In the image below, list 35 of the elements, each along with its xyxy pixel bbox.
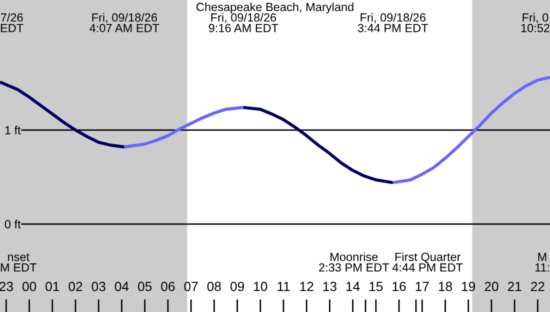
x-tick-label: 00	[22, 282, 36, 292]
y-tick-label: 1 ft	[5, 126, 21, 134]
x-tick-label: 06	[161, 282, 175, 292]
x-tick-label: 13	[323, 282, 336, 292]
annotation: M 11:	[535, 252, 549, 272]
annotation: Fri, 0 10:52	[521, 13, 550, 32]
x-tick-label: 20	[484, 282, 498, 292]
x-tick-label: 21	[508, 282, 522, 292]
x-tick-label: 18	[438, 282, 452, 292]
annotation: Moonrise 2:33 PM EDT	[319, 252, 390, 272]
x-tick-label: 10	[254, 282, 268, 292]
x-tick-label: 09	[230, 282, 244, 292]
x-tick-label: 14	[346, 282, 360, 292]
annotation: Fri, 09/18/26 3:44 PM EDT	[358, 13, 428, 32]
y-tick-label: 0 ft	[4, 220, 21, 228]
annotation: Fri, 09/18/26 9:16 AM EDT	[208, 13, 278, 32]
annotation: First Quarter 4:44 PM EDT	[392, 252, 463, 272]
annotation: Fri, 09/18/26 4:07 AM EDT	[90, 13, 160, 32]
x-tick-label: 19	[462, 282, 476, 292]
annotation: nset M EDT	[0, 253, 36, 272]
chart-title: Chesapeake Beach, Maryland	[196, 2, 354, 14]
x-tick-label: 04	[114, 282, 129, 292]
x-tick-label: 12	[300, 282, 314, 292]
x-tick-label: 05	[138, 282, 152, 292]
x-tick-label: 17	[416, 282, 429, 292]
x-tick-label: 03	[92, 282, 106, 292]
x-tick-label: 15	[370, 282, 383, 292]
x-tick-label: 02	[68, 282, 82, 292]
x-tick-label: 07	[184, 282, 198, 292]
x-tick-label: 22	[531, 282, 544, 292]
x-tick-label: 08	[207, 282, 221, 292]
x-tick-label: 01	[46, 282, 60, 292]
x-tick-label: 11	[278, 282, 290, 292]
x-tick-label: 16	[392, 282, 406, 292]
annotation: 7/26 EDT	[0, 13, 24, 32]
